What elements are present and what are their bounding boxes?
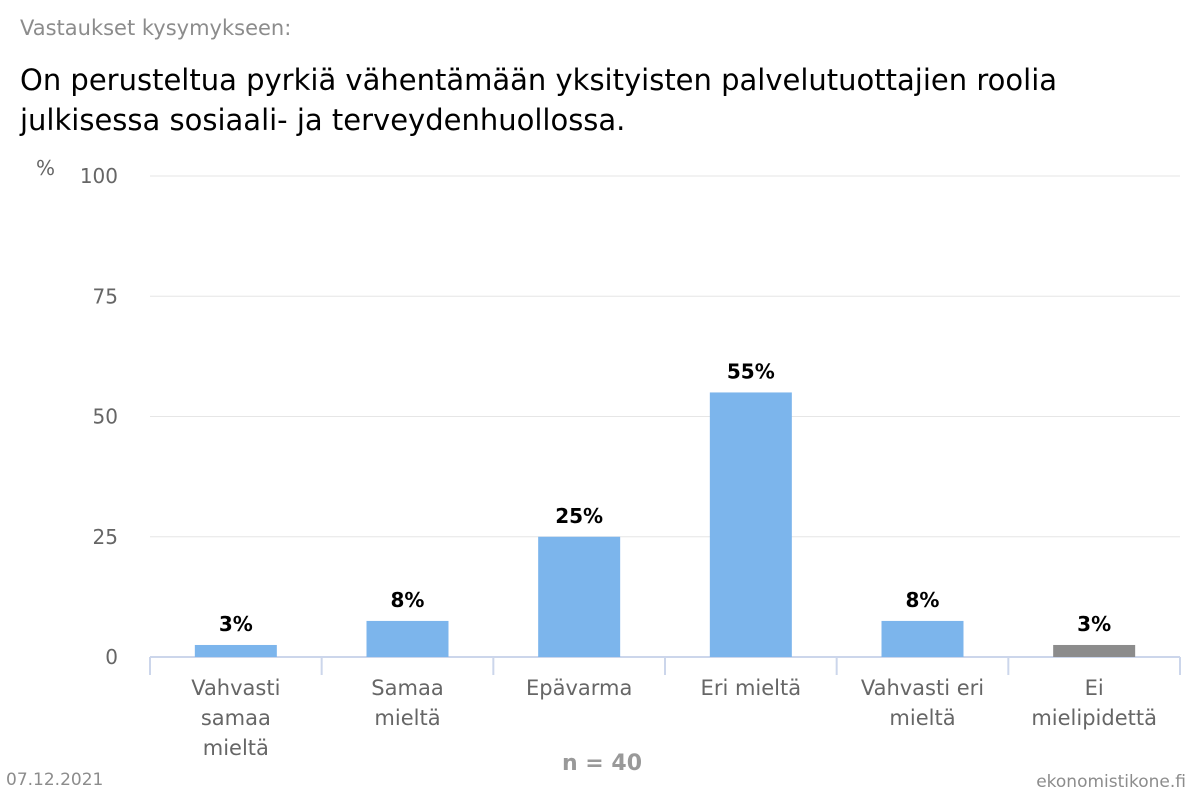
- y-tick-label: 50: [93, 405, 118, 429]
- data-label: 8%: [391, 588, 425, 612]
- bar: [366, 620, 449, 657]
- x-tick-label-line: mieltä: [203, 736, 269, 760]
- chart-subtitle: Vastaukset kysymykseen:: [20, 16, 292, 40]
- x-tick-label: Eri mieltä: [701, 676, 802, 700]
- x-tick-label: Epävarma: [526, 676, 632, 700]
- x-tick-label-line: mieltä: [374, 706, 440, 730]
- y-tick-label: 0: [105, 645, 118, 669]
- x-tick-label: Vahvasti eri mieltä: [861, 676, 984, 730]
- x-tick-label-line: samaa: [201, 706, 271, 730]
- sample-size-label: n = 40: [562, 751, 642, 776]
- bar: [881, 620, 964, 657]
- data-label: 55%: [727, 359, 775, 383]
- x-tick-label-line: Vahvasti eri: [861, 676, 984, 700]
- x-tick-label: Ei mielipidettä: [1031, 676, 1157, 730]
- x-tick-label: Vahvasti samaa mieltä: [191, 676, 280, 760]
- bar: [1053, 644, 1136, 657]
- data-label: 25%: [555, 504, 603, 528]
- x-tick-label-line: Samaa: [371, 676, 443, 700]
- data-label: 3%: [219, 612, 253, 636]
- x-tick-label-line: Eri mieltä: [701, 676, 802, 700]
- x-tick-label-line: mieltä: [889, 706, 955, 730]
- y-axis-label: %: [36, 156, 55, 180]
- date-label: 07.12.2021: [6, 770, 104, 790]
- bar: [538, 536, 621, 657]
- x-tick-label-line: mielipidettä: [1031, 706, 1157, 730]
- data-label: 3%: [1077, 612, 1111, 636]
- x-tick-label-line: Ei: [1085, 676, 1104, 700]
- chart-title: On perusteltua pyrkiä vähentämään yksity…: [20, 63, 1058, 137]
- y-tick-label: 75: [93, 284, 118, 308]
- y-tick-label: 25: [93, 525, 118, 549]
- x-tick-label-line: Epävarma: [526, 676, 632, 700]
- data-label: 8%: [906, 588, 940, 612]
- bar: [709, 392, 792, 657]
- y-tick-label: 100: [80, 164, 118, 188]
- x-tick-label-line: Vahvasti: [191, 676, 280, 700]
- source-label: ekonomistikone.fi: [1036, 772, 1186, 792]
- bar: [194, 644, 277, 657]
- x-tick-label: Samaa mieltä: [371, 676, 443, 730]
